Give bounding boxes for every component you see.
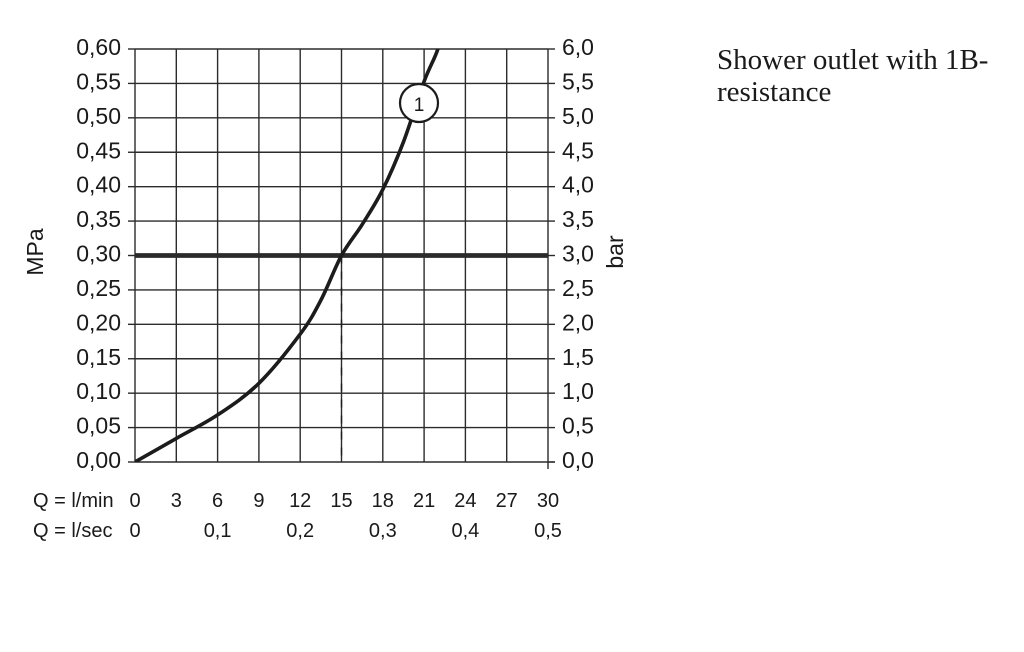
svg-text:0,05: 0,05 <box>76 413 121 439</box>
svg-text:5,0: 5,0 <box>562 103 594 129</box>
svg-text:Q = l/min: Q = l/min <box>33 490 114 512</box>
svg-text:2,0: 2,0 <box>562 309 594 335</box>
svg-text:0,4: 0,4 <box>451 520 479 542</box>
svg-text:6: 6 <box>212 490 223 512</box>
svg-text:4,5: 4,5 <box>562 137 594 163</box>
svg-text:MPa: MPa <box>22 228 48 276</box>
svg-text:3: 3 <box>171 490 182 512</box>
svg-text:24: 24 <box>454 490 476 512</box>
svg-text:1: 1 <box>414 95 425 116</box>
svg-text:0,50: 0,50 <box>76 103 121 129</box>
svg-text:0,25: 0,25 <box>76 275 121 301</box>
svg-text:18: 18 <box>372 490 394 512</box>
svg-text:4,0: 4,0 <box>562 172 594 198</box>
svg-text:0,00: 0,00 <box>76 447 121 473</box>
svg-text:0,40: 0,40 <box>76 172 121 198</box>
svg-text:21: 21 <box>413 490 435 512</box>
svg-text:0,3: 0,3 <box>369 520 397 542</box>
svg-text:0,35: 0,35 <box>76 206 121 232</box>
svg-text:3,5: 3,5 <box>562 206 594 232</box>
svg-text:0,5: 0,5 <box>562 413 594 439</box>
svg-text:12: 12 <box>289 490 311 512</box>
svg-text:30: 30 <box>537 490 559 512</box>
svg-text:1,0: 1,0 <box>562 378 594 404</box>
svg-text:0,45: 0,45 <box>76 137 121 163</box>
svg-text:0: 0 <box>129 490 140 512</box>
svg-text:Q = l/sec: Q = l/sec <box>33 520 112 542</box>
svg-text:15: 15 <box>330 490 352 512</box>
svg-text:0,5: 0,5 <box>534 520 562 542</box>
svg-text:3,0: 3,0 <box>562 241 594 267</box>
svg-text:0,20: 0,20 <box>76 309 121 335</box>
svg-text:5,5: 5,5 <box>562 68 594 94</box>
svg-text:0,55: 0,55 <box>76 68 121 94</box>
svg-text:6,0: 6,0 <box>562 34 594 60</box>
svg-text:bar: bar <box>602 235 628 269</box>
svg-text:0,60: 0,60 <box>76 34 121 60</box>
svg-text:9: 9 <box>253 490 264 512</box>
svg-text:2,5: 2,5 <box>562 275 594 301</box>
svg-text:1,5: 1,5 <box>562 344 594 370</box>
svg-text:0,30: 0,30 <box>76 241 121 267</box>
svg-text:0: 0 <box>129 520 140 542</box>
svg-text:0,1: 0,1 <box>204 520 232 542</box>
svg-text:0,15: 0,15 <box>76 344 121 370</box>
svg-text:0,10: 0,10 <box>76 378 121 404</box>
svg-text:27: 27 <box>496 490 518 512</box>
svg-text:0,0: 0,0 <box>562 447 594 473</box>
svg-text:0,2: 0,2 <box>286 520 314 542</box>
